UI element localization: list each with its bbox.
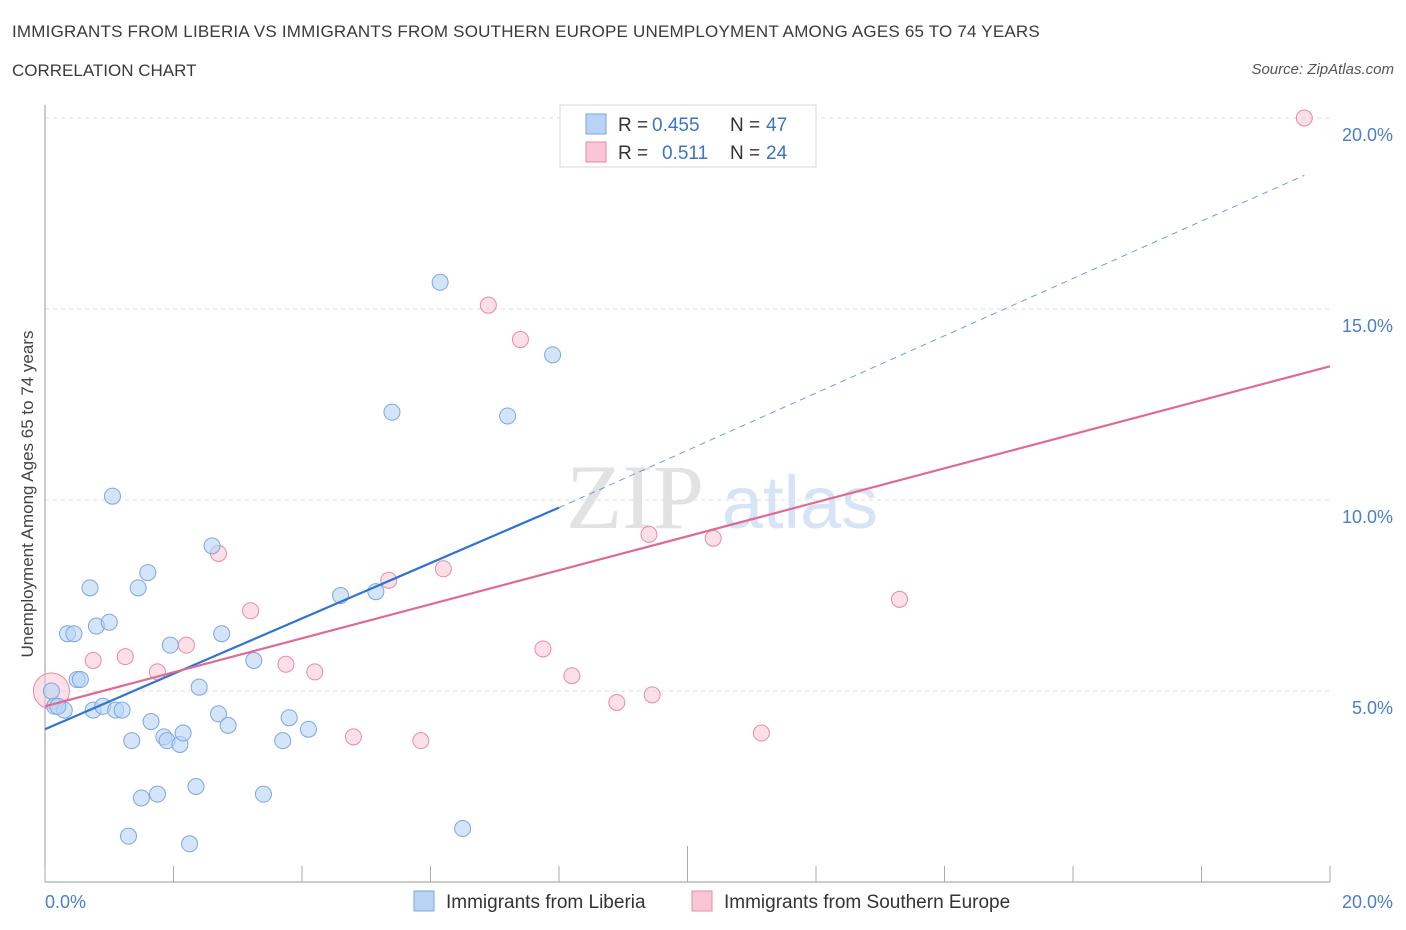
legend-r-label-liberia: R = bbox=[618, 115, 648, 136]
legend-r-value-liberia: 0.455 bbox=[652, 115, 700, 136]
point-liberia-7 bbox=[81, 579, 99, 597]
point-europe-23 bbox=[1295, 109, 1313, 127]
point-liberia-12 bbox=[103, 487, 121, 505]
point-liberia-27 bbox=[181, 835, 199, 853]
point-liberia-26 bbox=[174, 724, 192, 742]
point-liberia-17 bbox=[132, 789, 150, 807]
point-liberia-14 bbox=[113, 701, 131, 719]
bottom-legend-swatch-liberia bbox=[413, 890, 435, 912]
point-europe-1 bbox=[84, 651, 102, 669]
point-liberia-19 bbox=[142, 713, 160, 731]
watermark-zip: ZIP bbox=[566, 446, 704, 548]
legend-n-value-europe: 24 bbox=[766, 143, 788, 164]
point-europe-13 bbox=[479, 296, 497, 314]
point-europe-12 bbox=[434, 560, 452, 578]
y-axis-label: Unemployment Among Ages 65 to 74 years bbox=[18, 331, 37, 658]
bottom-legend: Immigrants from Liberia Immigrants from … bbox=[413, 890, 1010, 913]
point-europe-18 bbox=[640, 525, 658, 543]
point-liberia-28 bbox=[187, 778, 205, 795]
point-liberia-6 bbox=[71, 671, 89, 689]
point-europe-4 bbox=[177, 636, 195, 654]
legend-n-value-liberia: 47 bbox=[766, 115, 787, 136]
bottom-legend-label-europe: Immigrants from Southern Europe bbox=[724, 892, 1010, 913]
legend-box: R = 0.455 N = 47 R = 0.511 N = 24 bbox=[559, 104, 817, 168]
point-europe-2 bbox=[116, 648, 134, 666]
point-liberia-43 bbox=[454, 820, 472, 838]
x-tick-label-0: 0.0% bbox=[45, 892, 86, 912]
point-liberia-42 bbox=[431, 273, 449, 291]
watermark: ZIP atlas bbox=[566, 446, 878, 548]
point-liberia-44 bbox=[499, 407, 517, 425]
point-liberia-32 bbox=[213, 625, 231, 643]
point-liberia-24 bbox=[161, 636, 179, 654]
point-liberia-4 bbox=[65, 625, 83, 643]
y-tick-label-3: 20.0% bbox=[1342, 125, 1393, 145]
point-liberia-16 bbox=[129, 579, 147, 597]
legend-r-value-europe: 0.511 bbox=[662, 143, 708, 164]
point-liberia-38 bbox=[299, 720, 317, 738]
legend-swatch-europe bbox=[585, 141, 607, 163]
point-liberia-20 bbox=[120, 827, 138, 845]
point-europe-16 bbox=[563, 667, 581, 685]
bottom-legend-label-liberia: Immigrants from Liberia bbox=[446, 892, 646, 913]
point-liberia-29 bbox=[190, 678, 208, 696]
point-liberia-34 bbox=[245, 651, 263, 669]
point-europe-11 bbox=[412, 732, 430, 750]
bottom-legend-swatch-europe bbox=[691, 890, 713, 912]
trend-line-liberia-extension bbox=[558, 174, 1305, 509]
point-liberia-41 bbox=[383, 403, 401, 421]
series-liberia-points bbox=[42, 273, 562, 853]
trend-line-liberia bbox=[44, 506, 560, 731]
watermark-atlas: atlas bbox=[722, 461, 878, 544]
trend-line-europe bbox=[44, 365, 1331, 708]
point-europe-17 bbox=[608, 693, 626, 711]
point-liberia-15 bbox=[123, 732, 141, 750]
source-credit: Source: ZipAtlas.com bbox=[1251, 61, 1394, 78]
x-tick-labels: 0.0% 20.0% bbox=[45, 892, 1393, 912]
x-tick-marks bbox=[44, 846, 1331, 882]
point-liberia-37 bbox=[280, 709, 298, 727]
point-liberia-45 bbox=[544, 346, 562, 364]
point-liberia-0 bbox=[42, 682, 60, 700]
legend-n-label-liberia: N = bbox=[730, 115, 760, 136]
point-europe-21 bbox=[752, 724, 770, 742]
series-southern-europe-points bbox=[32, 109, 1313, 750]
y-tick-label-1: 10.0% bbox=[1342, 507, 1393, 527]
point-liberia-18 bbox=[139, 564, 157, 582]
point-europe-6 bbox=[242, 602, 260, 620]
y-tick-labels: 5.0% 10.0% 15.0% 20.0% bbox=[1342, 125, 1393, 718]
grid-lines bbox=[45, 117, 1330, 692]
y-tick-label-0: 5.0% bbox=[1352, 698, 1393, 718]
point-liberia-35 bbox=[254, 785, 272, 803]
point-europe-15 bbox=[534, 640, 552, 658]
legend-swatch-liberia bbox=[585, 113, 607, 135]
point-liberia-21 bbox=[148, 785, 166, 803]
point-liberia-33 bbox=[219, 716, 237, 734]
point-europe-22 bbox=[891, 590, 909, 608]
point-europe-14 bbox=[511, 331, 529, 349]
point-liberia-36 bbox=[274, 732, 292, 750]
legend-r-label-europe: R = bbox=[618, 143, 648, 164]
point-europe-20 bbox=[704, 529, 722, 547]
chart-title: IMMIGRANTS FROM LIBERIA VS IMMIGRANTS FR… bbox=[12, 22, 1040, 41]
trend-lines bbox=[44, 174, 1331, 731]
y-tick-label-2: 15.0% bbox=[1342, 316, 1393, 336]
x-tick-label-1: 20.0% bbox=[1342, 892, 1393, 912]
legend-n-label-europe: N = bbox=[730, 143, 760, 164]
point-liberia-30 bbox=[203, 537, 221, 555]
point-europe-19 bbox=[643, 686, 661, 704]
point-europe-7 bbox=[277, 655, 295, 673]
point-europe-8 bbox=[306, 663, 324, 681]
point-europe-9 bbox=[344, 728, 362, 746]
point-liberia-31 bbox=[209, 705, 227, 723]
chart-subtitle: CORRELATION CHART bbox=[12, 61, 197, 80]
point-liberia-11 bbox=[100, 613, 118, 631]
